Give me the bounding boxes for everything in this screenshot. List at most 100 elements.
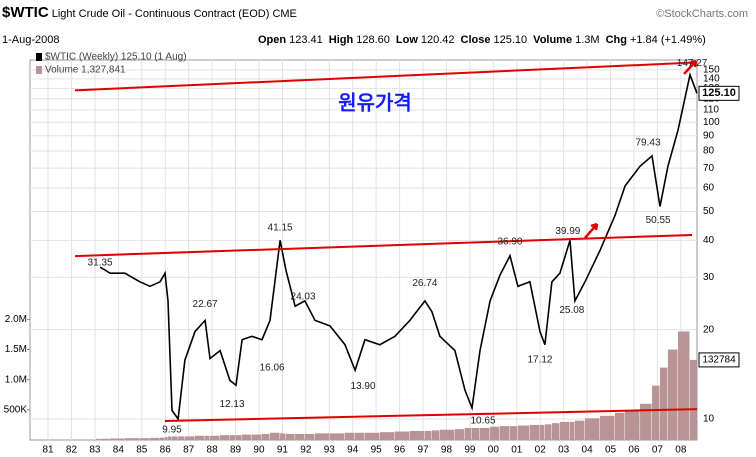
volume-bar — [314, 433, 330, 440]
volume-bar — [355, 432, 365, 440]
y2-tick-label: 1.5M — [5, 344, 27, 355]
legend-swatch — [36, 53, 42, 61]
arrow — [584, 222, 599, 239]
price-annotation: 24.03 — [291, 292, 316, 303]
volume-bar — [262, 433, 270, 440]
volume-bar — [529, 424, 540, 440]
stat-value: 1.3M — [575, 34, 600, 46]
price-layer — [74, 61, 698, 422]
x-tick-label: 90 — [253, 445, 265, 456]
volume-bar — [569, 421, 575, 440]
last-price-label: 125.10 — [702, 87, 736, 99]
x-tick-label: 86 — [160, 445, 172, 456]
volume-bar — [236, 435, 242, 440]
legend-entry: Volume 1,327,841 — [45, 65, 126, 76]
y-tick-label: 110 — [703, 105, 719, 116]
volume-bar — [431, 430, 440, 440]
stat-value: 125.10 — [493, 34, 528, 46]
stat-value: 120.42 — [420, 34, 455, 46]
y-tick-label: 70 — [703, 163, 715, 174]
x-tick-label: 94 — [347, 445, 359, 456]
stat-label: High — [328, 34, 354, 46]
x-tick-label: 07 — [652, 445, 664, 456]
title-row: $WTIC Light Crude Oil - Continuous Contr… — [2, 4, 297, 21]
y-tick-label: 40 — [703, 235, 715, 246]
volume-bar — [464, 427, 472, 440]
volume-bar — [509, 426, 518, 440]
last-volume-label: 132784 — [702, 355, 736, 366]
y-tick-label: 50 — [703, 206, 715, 217]
volume-bar — [551, 423, 560, 440]
volume-bar — [517, 425, 530, 440]
volume-bar — [490, 426, 500, 440]
price-annotation: 26.74 — [412, 278, 437, 289]
arrow — [683, 59, 698, 75]
volume-layer — [96, 331, 697, 440]
x-tick-label: 05 — [605, 445, 617, 456]
price-annotation: 13.90 — [351, 381, 376, 392]
stat-value: 123.41 — [289, 34, 323, 46]
stat-label: Chg — [605, 34, 627, 46]
volume-bar — [394, 431, 410, 440]
volume-bar — [625, 409, 640, 440]
volume-bar — [678, 331, 690, 440]
volume-bar — [304, 433, 315, 440]
volume-bar — [472, 427, 480, 440]
price-annotation: 79.43 — [636, 138, 661, 149]
price-line — [99, 71, 698, 422]
y-tick-label: 10 — [703, 414, 715, 425]
y-tick-label: 20 — [703, 324, 715, 335]
volume-bar — [96, 438, 100, 440]
y2-tick-label: 2.0M — [5, 314, 27, 325]
y-tick-label: 150 — [703, 65, 720, 76]
volume-bar — [614, 412, 625, 440]
price-annotation: 50.55 — [646, 215, 671, 226]
price-annotation: 17.12 — [527, 354, 552, 365]
volume-bar — [659, 367, 668, 440]
overlay-text: 원유가격 — [338, 91, 412, 115]
volume-bar — [599, 415, 615, 440]
volume-bar — [168, 436, 172, 440]
volume-bar — [499, 426, 510, 440]
price-annotation: 147.27 — [677, 58, 708, 69]
last-volume-box — [698, 352, 740, 368]
date: 1-Aug-2008 — [2, 34, 60, 46]
legend-entry: $WTIC (Weekly) 125.10 (1 Aug) — [45, 52, 187, 63]
x-tick-label: 00 — [488, 445, 500, 456]
volume-bar — [424, 430, 432, 440]
price-annotation: 31.35 — [88, 257, 113, 268]
trendline — [74, 233, 693, 258]
volume-bar — [285, 433, 295, 440]
volume-bar — [329, 433, 345, 440]
price-annotation: 22.67 — [193, 299, 218, 310]
price-annotation: 36.90 — [497, 236, 522, 247]
x-tick-label: 99 — [464, 445, 476, 456]
x-tick-label: 88 — [207, 445, 219, 456]
y2-tick-label: 1.0M — [5, 374, 27, 385]
volume-bar — [160, 437, 165, 440]
y-tick-label: 80 — [703, 146, 715, 157]
stat-label: Volume — [533, 34, 573, 46]
volume-bar — [409, 430, 425, 440]
price-annotation: 39.99 — [555, 226, 580, 237]
stat-label: Low — [395, 34, 418, 46]
volume-bar — [454, 429, 465, 440]
volume-bar — [124, 438, 140, 440]
volume-bar — [220, 435, 230, 440]
x-tick-label: 02 — [535, 445, 547, 456]
trendline — [74, 61, 698, 92]
volume-bar — [164, 436, 168, 440]
x-tick-label: 85 — [136, 445, 148, 456]
stat-value: +1.84 (+1.49%) — [629, 34, 706, 46]
volume-bar — [100, 438, 110, 440]
y2-tick-label: 500K — [4, 404, 28, 415]
volume-bar — [242, 434, 252, 440]
volume-bar — [667, 349, 678, 440]
volume-bar — [544, 424, 552, 440]
y-tick-label: 140 — [703, 73, 720, 84]
stat-value: 128.60 — [356, 34, 390, 46]
x-tick-label: 95 — [371, 445, 383, 456]
last-price-box — [698, 85, 740, 101]
volume-bar — [110, 438, 125, 440]
